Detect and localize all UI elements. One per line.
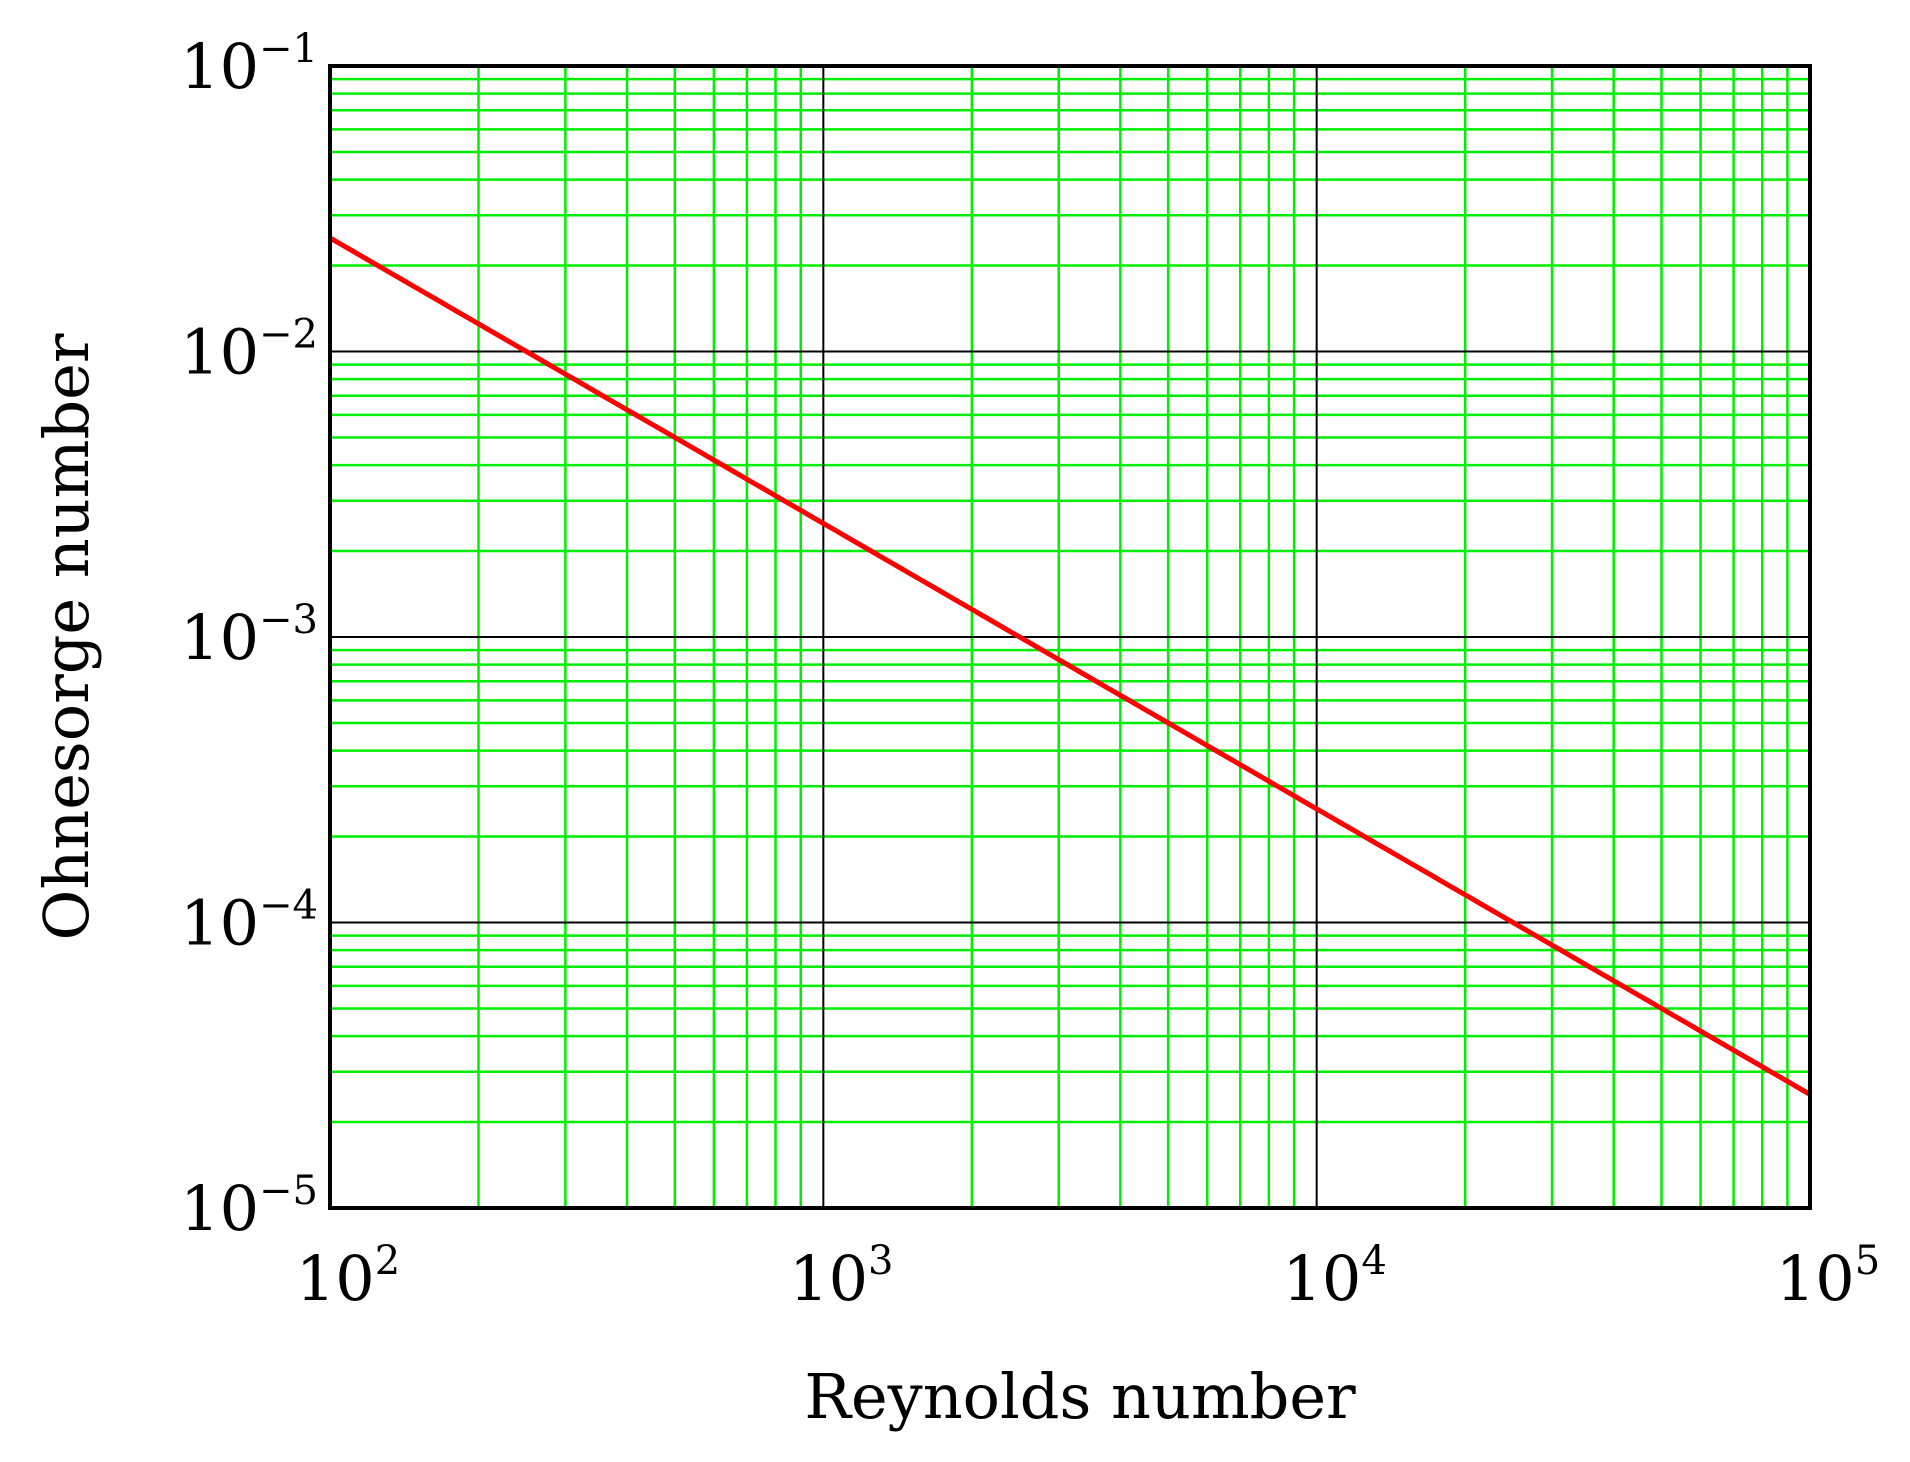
x-tick-label: 105 [1776, 1238, 1880, 1315]
y-tick-label: 10−5 [180, 1168, 318, 1245]
y-tick-label: 10−1 [180, 26, 318, 103]
y-tick-label: 10−3 [180, 597, 318, 674]
y-tick-label: 10−4 [180, 883, 318, 960]
x-axis-label: Reynolds number [804, 1360, 1356, 1433]
x-tick-label: 102 [296, 1238, 400, 1315]
plot-frame [328, 64, 1812, 1210]
x-tick-label: 104 [1282, 1238, 1386, 1315]
series-line [328, 235, 1812, 1097]
y-tick-label: 10−2 [180, 312, 318, 389]
y-tick-labels: 10−1 10−2 10−3 10−4 10−5 [180, 26, 318, 1245]
x-tick-label: 103 [789, 1238, 893, 1315]
y-axis-label: Ohnesorge number [30, 333, 103, 940]
x-tick-labels: 102 103 104 105 [296, 1238, 1880, 1315]
